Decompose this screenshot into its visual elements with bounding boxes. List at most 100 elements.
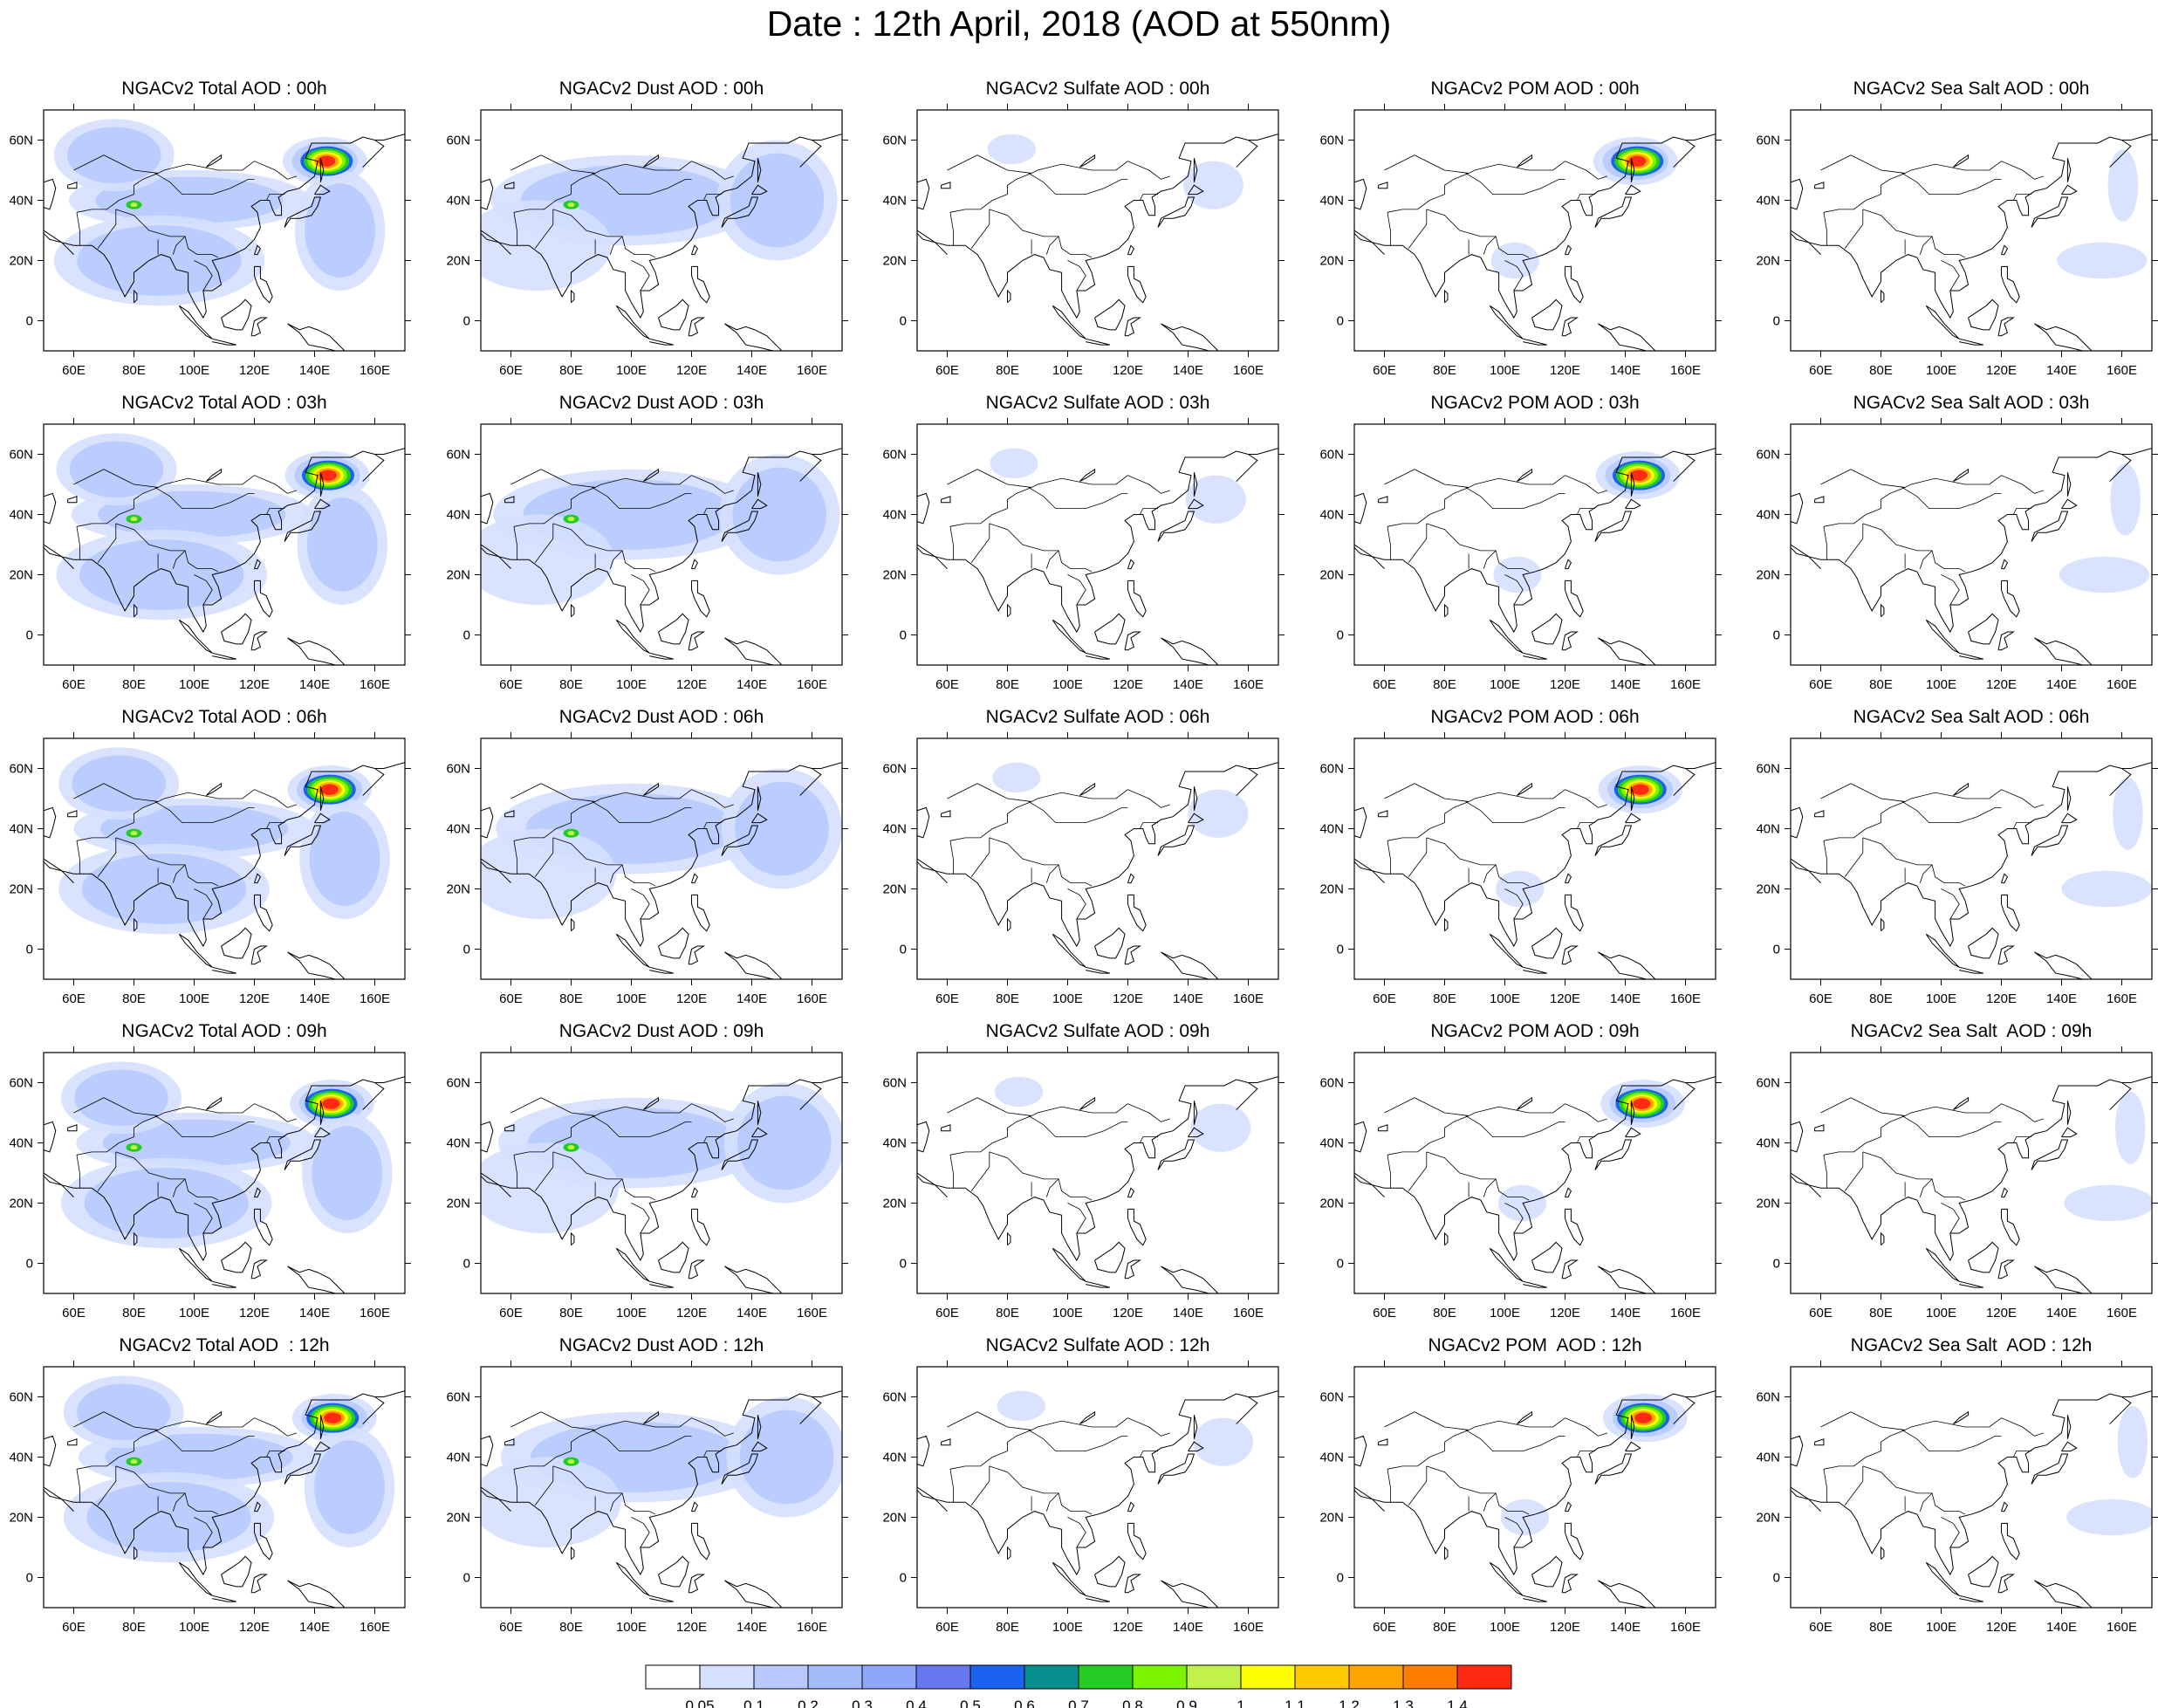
- y-tick-label: 0: [26, 943, 33, 957]
- x-tick-label: 120E: [1113, 1306, 1143, 1320]
- coastlines: [44, 1076, 405, 1293]
- x-tick-label: 60E: [62, 991, 86, 1006]
- map-plot: 60E 80E 100E 120E 140E 160E 60N 40N 20N 0: [1319, 104, 1722, 378]
- aod-shading: [79, 539, 244, 610]
- y-tick-label: 40N: [9, 1451, 33, 1465]
- colorbar-swatch: [1186, 1664, 1242, 1690]
- y-tick-label: 60N: [9, 762, 33, 777]
- x-tick-label: 60E: [62, 1306, 86, 1320]
- panel-title: NGACv2 Dust AOD : 00h: [558, 79, 764, 99]
- x-tick-label: 80E: [1869, 1620, 1893, 1635]
- y-tick-label: 40N: [1756, 1451, 1780, 1465]
- aod-shading: [2113, 777, 2143, 850]
- y-tick-label: 60N: [9, 1390, 33, 1405]
- aod-shading: [72, 755, 167, 813]
- y-tick-label: 0: [463, 314, 470, 329]
- aod-shading: [1496, 870, 1545, 908]
- y-tick-label: 40N: [446, 508, 470, 523]
- aod-shading: [95, 176, 284, 224]
- y-tick-label: 20N: [446, 1511, 470, 1526]
- y-tick-label: 60N: [1319, 448, 1344, 463]
- coastlines: [481, 1076, 842, 1293]
- map-panel-pom-row2: NGACv2 POM AOD : 06h 60E 80E 100E 120E 140E 16…: [1319, 707, 1747, 1023]
- x-tick-label: 60E: [1809, 677, 1833, 692]
- map-frame: [43, 109, 406, 352]
- y-tick-label: 40N: [9, 194, 33, 209]
- x-tick-label: 160E: [1670, 1620, 1701, 1635]
- aod-shading: [2114, 1091, 2146, 1164]
- aod-field: [481, 1082, 842, 1233]
- panel-title: NGACv2 Total AOD : 03h: [121, 393, 327, 413]
- y-tick-label: 20N: [882, 568, 907, 583]
- map-frame: [1353, 109, 1716, 352]
- x-tick-label: 100E: [616, 677, 647, 692]
- coastlines: [1791, 1076, 2152, 1293]
- x-tick-label: 80E: [122, 991, 146, 1006]
- aod-shading: [98, 490, 286, 538]
- map-plot: 60E 80E 100E 120E 140E 160E 60N 40N 20N 0: [9, 1361, 411, 1635]
- map-panel-sulfate-row1: NGACv2 Sulfate AOD : 03h 60E 80E 100E 120E 14…: [882, 393, 1310, 709]
- y-tick-label: 60N: [446, 1076, 470, 1091]
- panel-title: NGACv2 Sea Salt AOD : 06h: [1853, 707, 2090, 727]
- x-tick-label: 140E: [1610, 991, 1641, 1006]
- x-tick-label: 80E: [1869, 363, 1893, 378]
- x-tick-label: 100E: [1052, 1620, 1083, 1635]
- y-tick-label: 0: [1773, 628, 1780, 643]
- aod-field: [63, 1375, 395, 1563]
- panel-title: NGACv2 POM AOD : 09h: [1430, 1021, 1640, 1041]
- map-frame: [1790, 423, 2153, 666]
- x-tick-label: 160E: [360, 363, 390, 378]
- coastlines: [1791, 448, 2152, 665]
- panel-title: NGACv2 Total AOD : 09h: [121, 1021, 327, 1041]
- x-tick-label: 80E: [996, 1620, 1019, 1635]
- colorbar-label: 0.05: [685, 1698, 714, 1708]
- y-tick-label: 0: [1773, 314, 1780, 329]
- y-tick-label: 60N: [446, 448, 470, 463]
- aod-shading: [99, 805, 289, 853]
- map-plot: 60E 80E 100E 120E 140E 160E 60N 40N 20N 0: [1319, 1361, 1722, 1635]
- colorbar-swatch: [645, 1664, 701, 1690]
- coastlines: [1354, 134, 1716, 351]
- y-tick-label: 0: [900, 314, 907, 329]
- y-tick-label: 40N: [1319, 822, 1344, 837]
- x-tick-label: 140E: [2046, 363, 2077, 378]
- coastlines: [1354, 762, 1716, 979]
- x-tick-label: 80E: [559, 677, 583, 692]
- x-tick-label: 120E: [1113, 363, 1143, 378]
- x-tick-label: 160E: [797, 677, 827, 692]
- map-frame: [43, 737, 406, 980]
- y-tick-label: 60N: [1319, 134, 1344, 148]
- x-tick-label: 100E: [616, 1620, 647, 1635]
- aod-shading: [990, 448, 1038, 479]
- aod-shading: [2066, 1499, 2152, 1536]
- y-tick-label: 0: [26, 1571, 33, 1586]
- y-tick-label: 0: [900, 943, 907, 957]
- x-tick-label: 120E: [676, 991, 707, 1006]
- colorbar-label: 1.2: [1339, 1698, 1360, 1708]
- y-tick-label: 40N: [882, 508, 907, 523]
- map-panel-pom-row3: NGACv2 POM AOD : 09h 60E 80E 100E 120E 140E 16…: [1319, 1021, 1747, 1337]
- aod-field: [1496, 765, 1683, 908]
- x-tick-label: 140E: [1173, 991, 1203, 1006]
- aod-field: [61, 1061, 393, 1249]
- aod-shading: [1500, 1499, 1549, 1536]
- aod-field: [1497, 1080, 1685, 1222]
- y-tick-label: 0: [900, 628, 907, 643]
- x-tick-label: 60E: [1809, 363, 1833, 378]
- colorbar-swatch: [1024, 1664, 1079, 1690]
- aod-field: [481, 768, 842, 919]
- aod-shading: [105, 1433, 293, 1481]
- map-frame: [43, 1366, 406, 1609]
- aod-shading: [76, 1383, 171, 1441]
- x-tick-label: 80E: [559, 1620, 583, 1635]
- aod-field: [481, 454, 840, 605]
- x-tick-label: 100E: [1490, 1620, 1520, 1635]
- map-frame: [1790, 109, 2153, 352]
- x-tick-label: 120E: [239, 677, 270, 692]
- x-tick-label: 160E: [1233, 1306, 1264, 1320]
- y-tick-label: 60N: [882, 448, 907, 463]
- aod-field: [2061, 777, 2152, 908]
- y-tick-label: 0: [26, 628, 33, 643]
- x-tick-label: 80E: [1433, 1306, 1456, 1320]
- map-plot: 60E 80E 100E 120E 140E 160E 60N 40N 20N 0: [1319, 1046, 1722, 1320]
